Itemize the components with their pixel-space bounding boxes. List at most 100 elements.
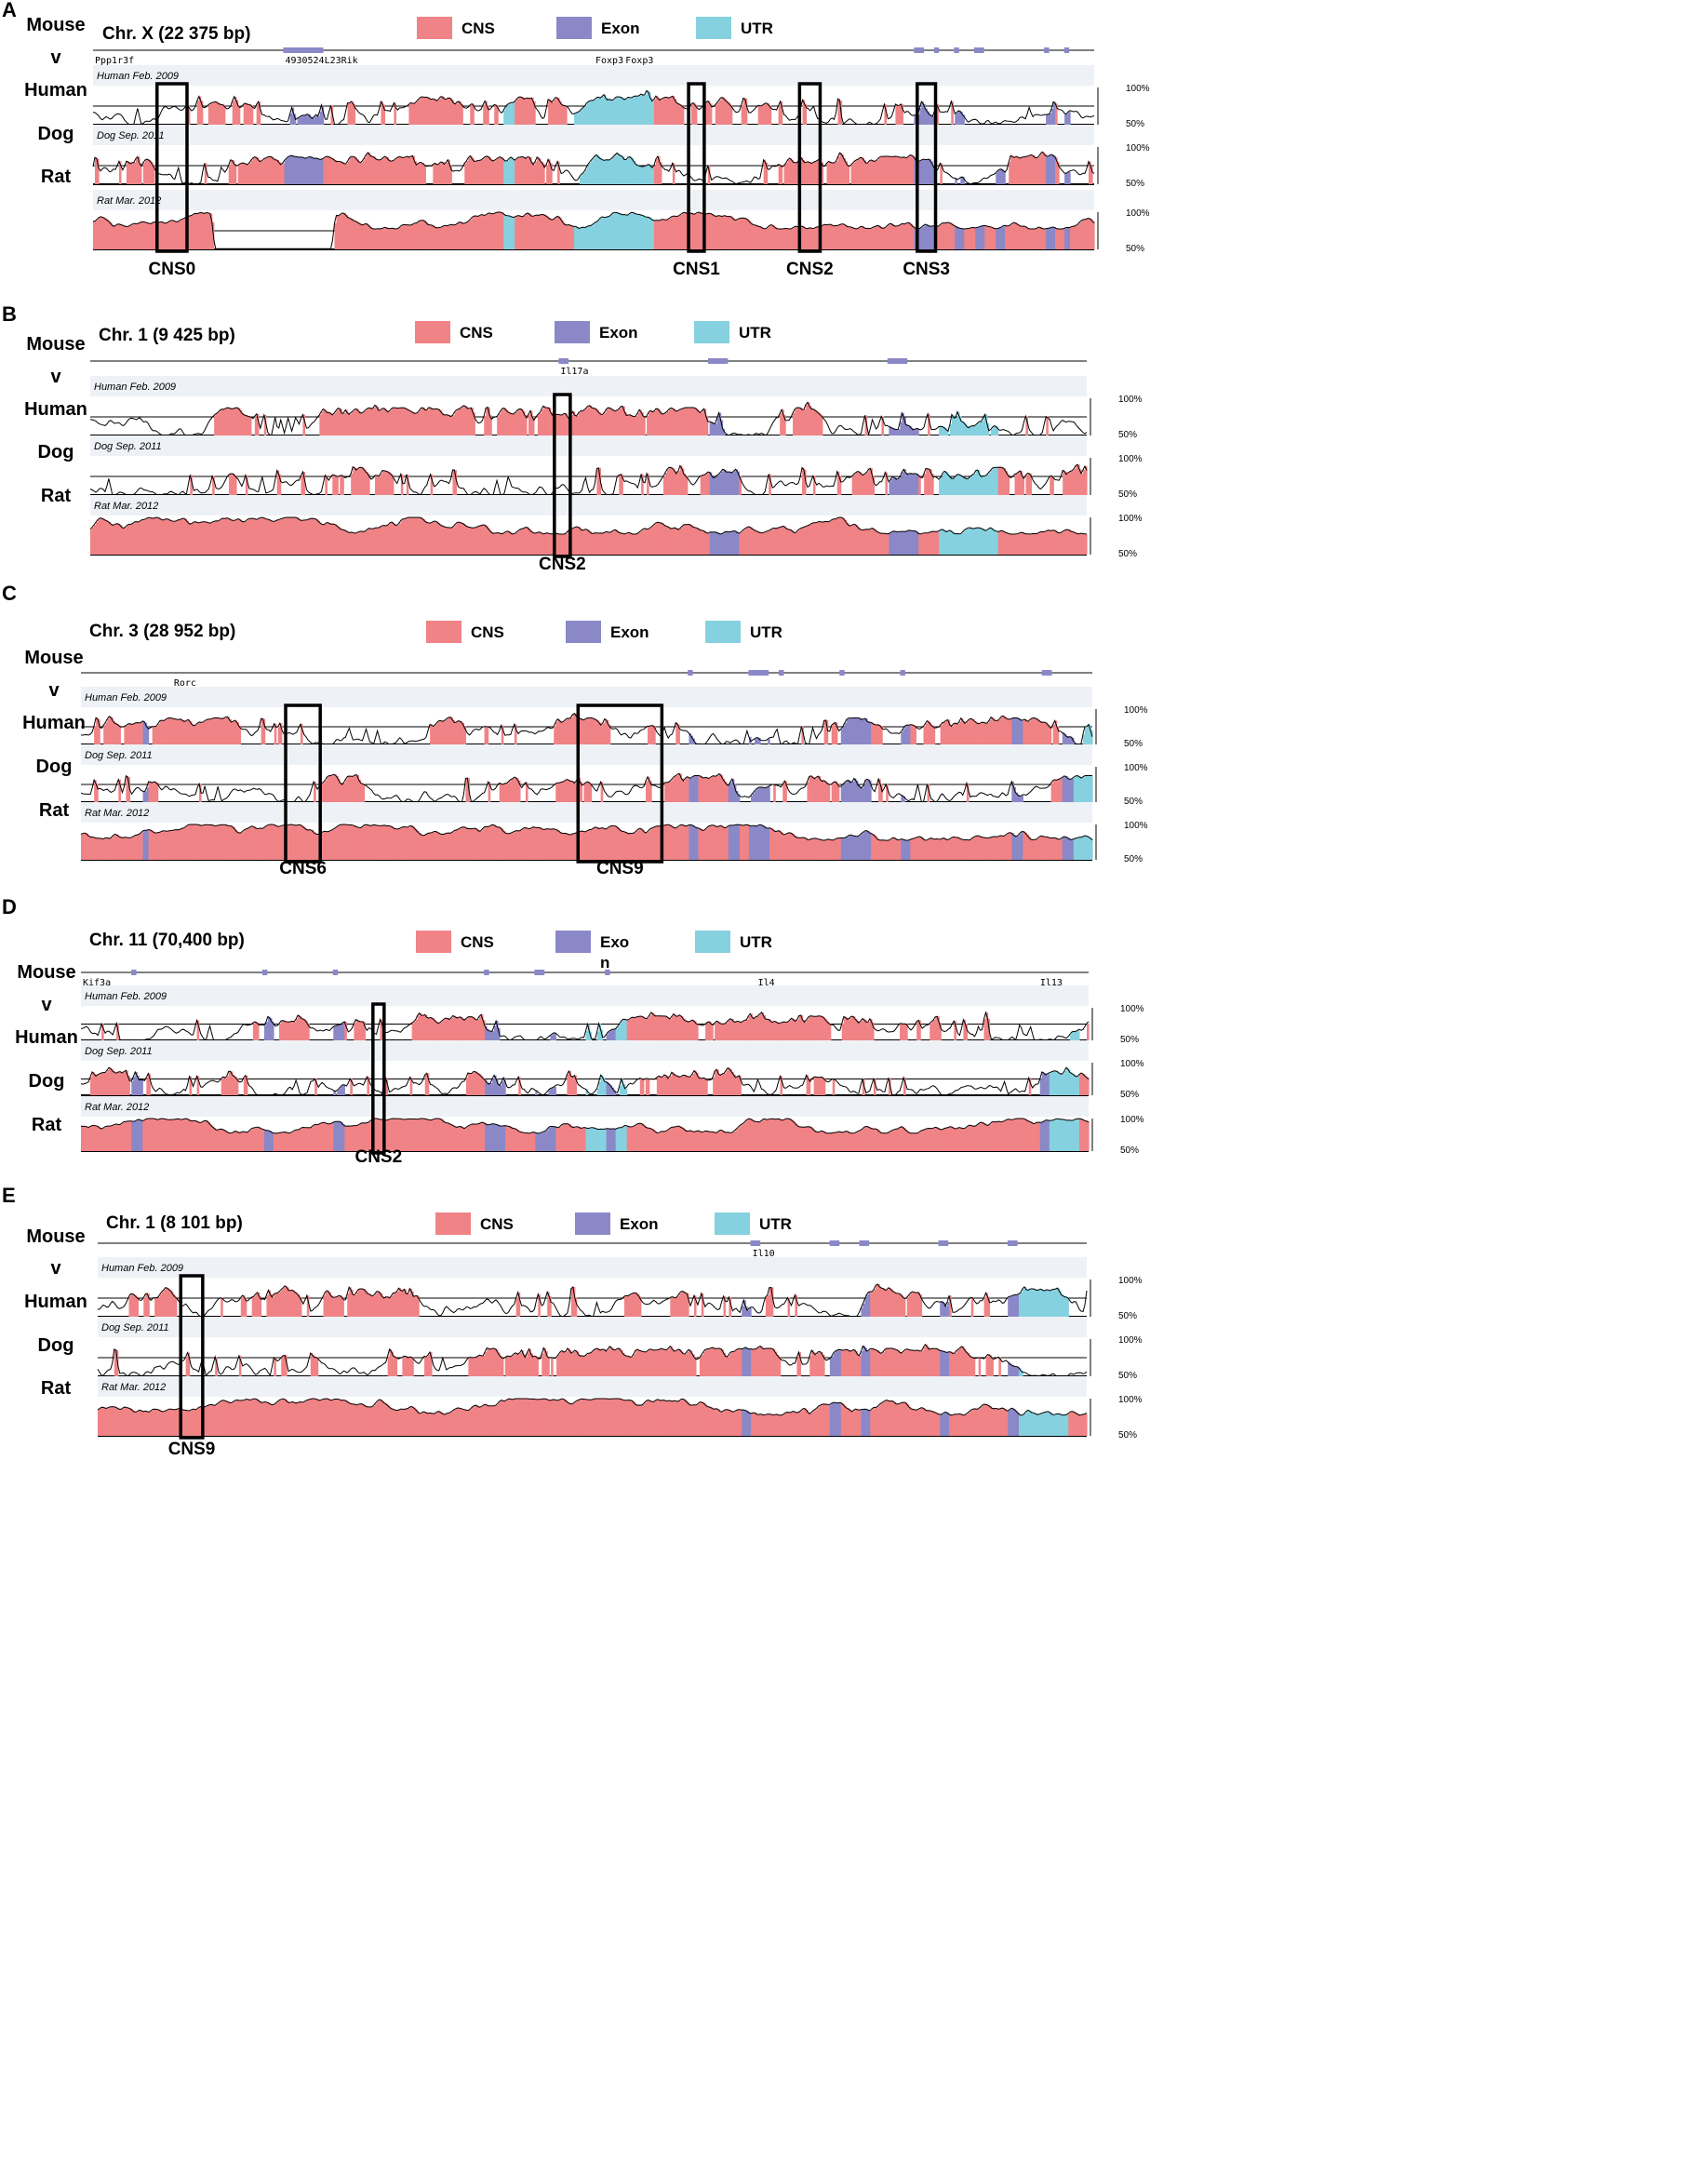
conservation-cns-mark [214, 415, 217, 435]
conservation-cns-mark [397, 228, 400, 249]
conservation-cns-mark [492, 160, 495, 184]
conservation-cns-mark [722, 1130, 725, 1151]
conservation-exon-mark [711, 422, 715, 435]
conservation-cns-mark [761, 1120, 764, 1151]
conservation-cns-mark [142, 1120, 145, 1151]
conservation-cns-mark [273, 158, 276, 184]
conservation-cns-mark [197, 723, 200, 744]
conservation-cns-mark [174, 718, 178, 744]
conservation-cns-mark [836, 161, 839, 184]
conservation-cns-mark [780, 1076, 783, 1095]
conservation-cns-mark [845, 225, 849, 249]
conservation-cns-mark [782, 1119, 785, 1151]
conservation-cns-mark [303, 827, 307, 860]
conservation-cns-mark [625, 1356, 629, 1376]
conservation-cns-mark [806, 1020, 809, 1040]
conservation-utr-mark [503, 213, 506, 249]
conservation-cns-mark [903, 156, 905, 184]
conservation-cns-mark [1014, 534, 1018, 555]
conservation-exon-mark [1010, 1296, 1012, 1317]
conservation-cns-mark [920, 1131, 923, 1151]
conservation-exon-mark [999, 227, 1002, 249]
conservation-cns-mark [1027, 533, 1031, 555]
conservation-cns-mark [820, 779, 823, 802]
conservation-cns-mark [681, 1351, 684, 1376]
conservation-exon-mark [756, 737, 759, 744]
conservation-exon-mark [306, 114, 310, 125]
conservation-cns-mark [212, 718, 215, 744]
conservation-cns-mark [427, 223, 430, 249]
conservation-cns-mark [1036, 157, 1039, 184]
conservation-cns-mark [855, 472, 859, 495]
conservation-cns-mark [774, 528, 777, 555]
conservation-cns-mark [565, 780, 568, 802]
conservation-cns-mark [96, 158, 100, 184]
conservation-cns-mark [825, 839, 829, 860]
conservation-exon-mark [864, 1347, 867, 1376]
conservation-cns-mark [941, 1129, 943, 1151]
legend-swatch-utr [696, 17, 731, 39]
conservation-cns-mark [480, 1014, 484, 1040]
cns-label-cns9: CNS9 [596, 859, 644, 878]
conservation-cns-mark [634, 1125, 637, 1151]
conservation-cns-mark [933, 1128, 936, 1151]
conservation-cns-mark [728, 216, 731, 249]
conservation-cns-mark [585, 409, 589, 435]
conservation-exon-mark [908, 839, 911, 860]
conservation-cns-mark [1056, 726, 1060, 744]
conservation-cns-mark [912, 724, 916, 744]
conservation-cns-mark [1059, 532, 1062, 555]
conservation-exon-mark [1013, 786, 1016, 802]
conservation-cns-mark [557, 98, 560, 125]
conservation-exon-mark [915, 530, 917, 555]
conservation-cns-mark [280, 518, 284, 555]
conservation-exon-mark [724, 531, 728, 555]
conservation-cns-mark [627, 1356, 631, 1376]
conservation-exon-mark [930, 114, 933, 125]
conservation-cns-mark [485, 1351, 488, 1376]
conservation-cns-mark [378, 476, 381, 495]
conservation-cns-mark [140, 221, 144, 249]
conservation-cns-mark [756, 1348, 759, 1376]
conservation-cns-mark [531, 827, 534, 860]
conservation-exon-mark [890, 532, 893, 555]
conservation-cns-mark [312, 1399, 315, 1436]
conservation-cns-mark [813, 162, 817, 184]
conservation-cns-mark [181, 828, 185, 860]
conservation-cns-mark [196, 213, 200, 249]
conservation-cns-mark [694, 1132, 697, 1151]
conservation-exon-mark [1065, 735, 1069, 744]
conservation-cns-mark [199, 721, 202, 744]
conservation-cns-mark [497, 1352, 501, 1376]
conservation-utr-mark [582, 174, 584, 184]
conservation-cns-mark [815, 227, 819, 249]
conservation-cns-mark [672, 96, 675, 125]
conservation-cns-mark [621, 532, 623, 555]
conservation-cns-mark [964, 229, 967, 249]
conservation-utr-mark [1066, 1296, 1069, 1317]
conservation-cns-mark [517, 830, 521, 860]
conservation-exon-mark [1003, 225, 1006, 249]
conservation-cns-mark [621, 406, 623, 435]
conservation-cns-mark [1010, 224, 1013, 249]
conservation-cns-mark [673, 1013, 676, 1040]
conservation-cns-mark [570, 225, 573, 249]
conservation-cns-mark [130, 524, 134, 555]
conservation-cns-mark [682, 1128, 686, 1151]
conservation-exon-mark [315, 158, 319, 184]
conservation-cns-mark [504, 532, 507, 555]
gene-exon-mark [283, 47, 324, 53]
conservation-cns-mark [609, 532, 612, 555]
conservation-cns-mark [897, 156, 900, 184]
conservation-cns-mark [1077, 533, 1080, 555]
conservation-cns-mark [468, 1357, 471, 1376]
conservation-utr-mark [1019, 1293, 1022, 1317]
conservation-cns-mark [893, 1348, 897, 1376]
conservation-cns-mark [1000, 717, 1003, 744]
conservation-cns-mark [101, 217, 105, 249]
conservation-cns-mark [422, 1015, 426, 1040]
conservation-cns-mark [216, 717, 219, 744]
conservation-cns-mark [973, 720, 977, 744]
conservation-exon-mark [1010, 1363, 1012, 1376]
